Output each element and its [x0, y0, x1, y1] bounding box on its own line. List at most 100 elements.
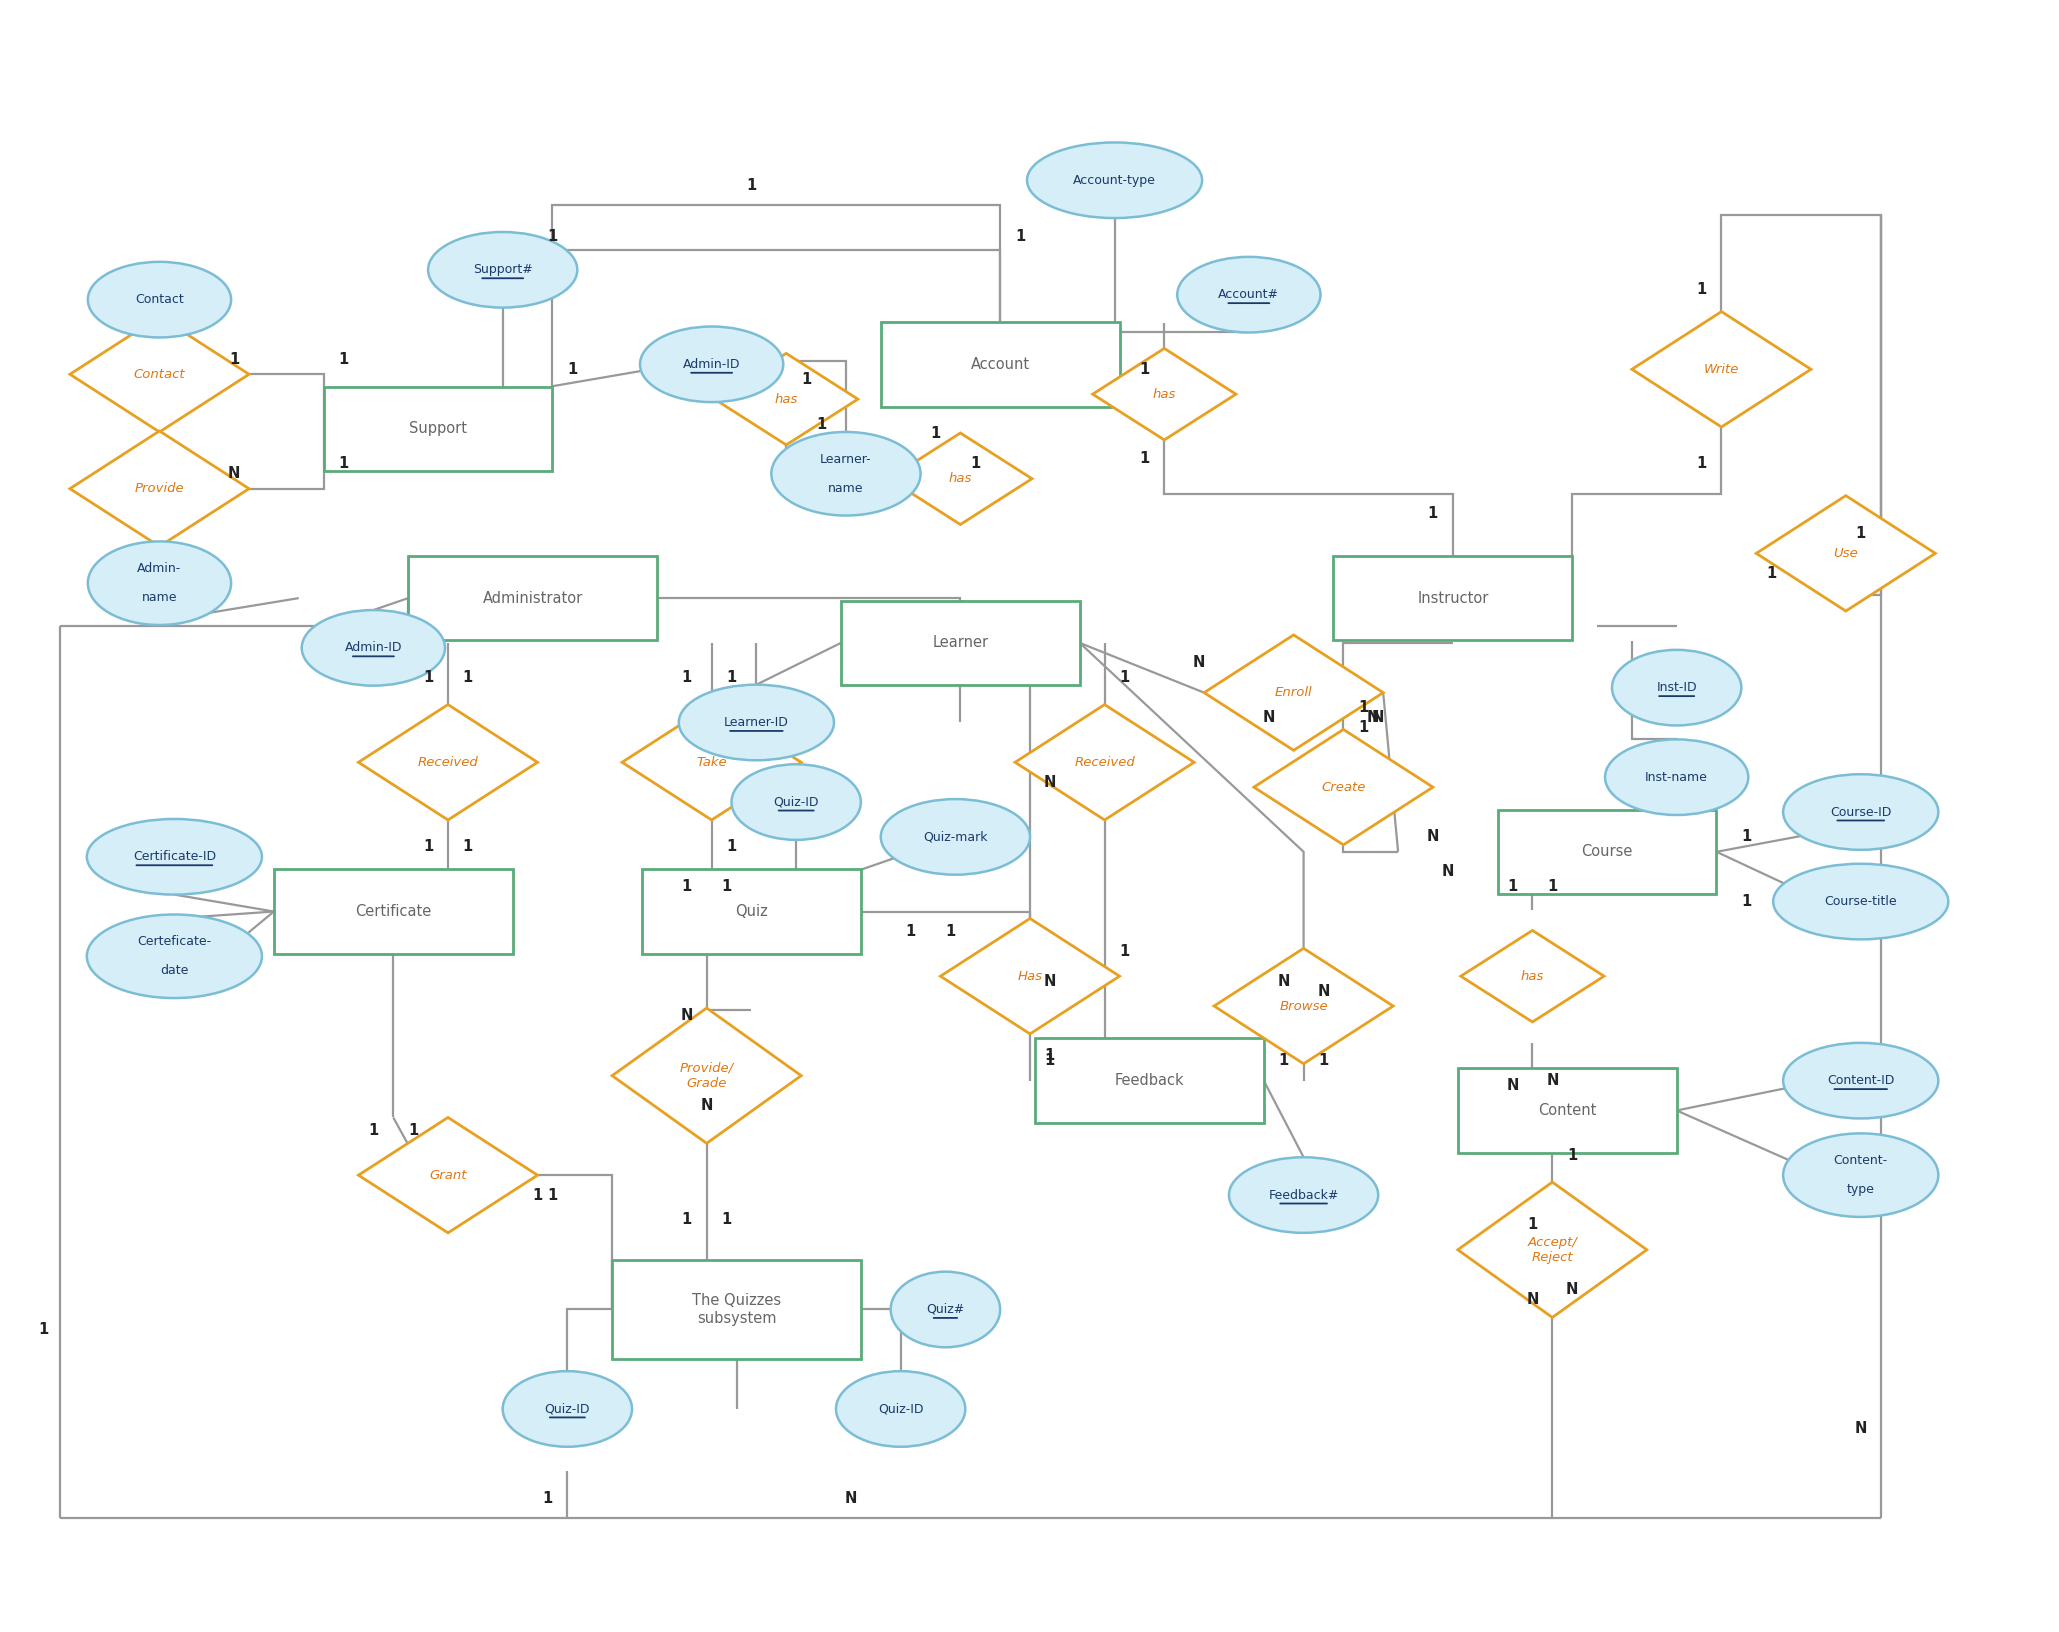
Text: 1: 1: [970, 457, 980, 472]
Text: N: N: [1318, 984, 1330, 999]
Text: 1: 1: [338, 457, 348, 472]
Ellipse shape: [1783, 1043, 1938, 1118]
Text: 1: 1: [1528, 1217, 1538, 1232]
Text: has: has: [1153, 388, 1176, 401]
Text: name: name: [828, 481, 863, 494]
Ellipse shape: [1027, 142, 1202, 219]
Text: 1: 1: [338, 353, 348, 367]
Text: Admin-ID: Admin-ID: [684, 357, 741, 370]
Ellipse shape: [881, 800, 1030, 875]
Text: Accept/
Reject: Accept/ Reject: [1528, 1235, 1577, 1263]
Text: Admin-: Admin-: [138, 561, 181, 574]
Text: Feedback#: Feedback#: [1268, 1188, 1338, 1201]
Ellipse shape: [89, 542, 231, 625]
Text: Quiz: Quiz: [735, 904, 768, 919]
Text: 1: 1: [682, 880, 692, 894]
Text: 1: 1: [542, 1492, 552, 1506]
Text: 1: 1: [727, 671, 737, 685]
Text: Course-ID: Course-ID: [1830, 806, 1892, 819]
Text: 1: 1: [1139, 452, 1149, 467]
Text: 1: 1: [745, 178, 756, 193]
Text: N: N: [1441, 865, 1454, 880]
Text: 1: 1: [1120, 943, 1130, 960]
Text: Write: Write: [1703, 362, 1740, 375]
Text: 1: 1: [1697, 282, 1707, 297]
Text: 1: 1: [422, 671, 432, 685]
Text: Instructor: Instructor: [1417, 591, 1489, 605]
Text: 1: 1: [1044, 1048, 1054, 1064]
Text: Certificate-ID: Certificate-ID: [134, 850, 216, 863]
Text: Content-: Content-: [1835, 1154, 1888, 1167]
FancyBboxPatch shape: [642, 870, 861, 953]
Polygon shape: [612, 1009, 801, 1144]
Text: Content: Content: [1538, 1103, 1596, 1118]
Ellipse shape: [86, 819, 261, 894]
Text: Admin-ID: Admin-ID: [344, 641, 402, 654]
Text: 1: 1: [682, 1213, 692, 1227]
FancyBboxPatch shape: [408, 557, 657, 640]
Text: 1: 1: [1742, 829, 1752, 844]
Text: 1: 1: [37, 1322, 47, 1337]
Text: 1: 1: [721, 1213, 731, 1227]
Text: N: N: [1567, 1283, 1579, 1297]
Ellipse shape: [731, 764, 861, 840]
FancyBboxPatch shape: [840, 601, 1079, 685]
Text: N: N: [1427, 829, 1439, 844]
Text: 1: 1: [801, 372, 811, 387]
Text: 1: 1: [533, 1188, 544, 1203]
Text: Grant: Grant: [428, 1169, 467, 1182]
Polygon shape: [70, 431, 249, 547]
Text: N: N: [1044, 974, 1056, 989]
Text: 1: 1: [1015, 230, 1025, 245]
Text: Quiz-ID: Quiz-ID: [774, 795, 819, 808]
Text: Provide/
Grade: Provide/ Grade: [679, 1062, 733, 1090]
Polygon shape: [1205, 635, 1384, 751]
Ellipse shape: [836, 1371, 966, 1446]
Text: 1: 1: [931, 426, 941, 442]
Polygon shape: [358, 1118, 537, 1232]
Polygon shape: [1254, 730, 1433, 845]
Text: 1: 1: [1742, 894, 1752, 909]
Text: 1: 1: [727, 839, 737, 854]
Polygon shape: [1756, 496, 1935, 610]
Text: N: N: [1526, 1293, 1538, 1307]
Polygon shape: [941, 919, 1120, 1035]
Text: The Quizzes
subsystem: The Quizzes subsystem: [692, 1293, 780, 1325]
Text: Support: Support: [410, 421, 467, 436]
Polygon shape: [70, 317, 249, 432]
Text: Certeficate-: Certeficate-: [138, 935, 212, 948]
Ellipse shape: [1783, 1133, 1938, 1217]
Text: Course: Course: [1581, 844, 1633, 860]
Text: 1: 1: [1697, 457, 1707, 472]
Text: 1: 1: [1567, 1147, 1577, 1162]
Polygon shape: [714, 354, 859, 446]
Text: Administrator: Administrator: [482, 591, 583, 605]
Text: Received: Received: [1075, 756, 1135, 769]
Text: 1: 1: [945, 924, 955, 938]
Text: 1: 1: [1044, 1053, 1054, 1069]
Text: has: has: [1522, 969, 1544, 982]
Text: Received: Received: [418, 756, 478, 769]
Text: N: N: [1507, 1079, 1520, 1093]
Text: Quiz-ID: Quiz-ID: [877, 1402, 922, 1415]
Text: N: N: [682, 1009, 694, 1023]
Text: 1: 1: [548, 1188, 558, 1203]
Ellipse shape: [1178, 256, 1320, 333]
Text: N: N: [700, 1098, 712, 1113]
Text: N: N: [1192, 656, 1205, 671]
Text: N: N: [1044, 775, 1056, 790]
Text: Take: Take: [696, 756, 727, 769]
Text: date: date: [161, 965, 189, 978]
Polygon shape: [1215, 948, 1394, 1064]
Text: 1: 1: [906, 924, 916, 938]
Polygon shape: [1460, 930, 1604, 1022]
Text: Quiz-ID: Quiz-ID: [546, 1402, 591, 1415]
FancyBboxPatch shape: [1036, 1038, 1264, 1123]
Text: N: N: [844, 1492, 857, 1506]
Text: Contact: Contact: [136, 294, 183, 307]
Text: 1: 1: [1427, 506, 1437, 521]
Text: Course-title: Course-title: [1824, 894, 1896, 907]
Text: Content-ID: Content-ID: [1826, 1074, 1894, 1087]
Ellipse shape: [1773, 863, 1948, 940]
Text: 1: 1: [1318, 1053, 1328, 1069]
